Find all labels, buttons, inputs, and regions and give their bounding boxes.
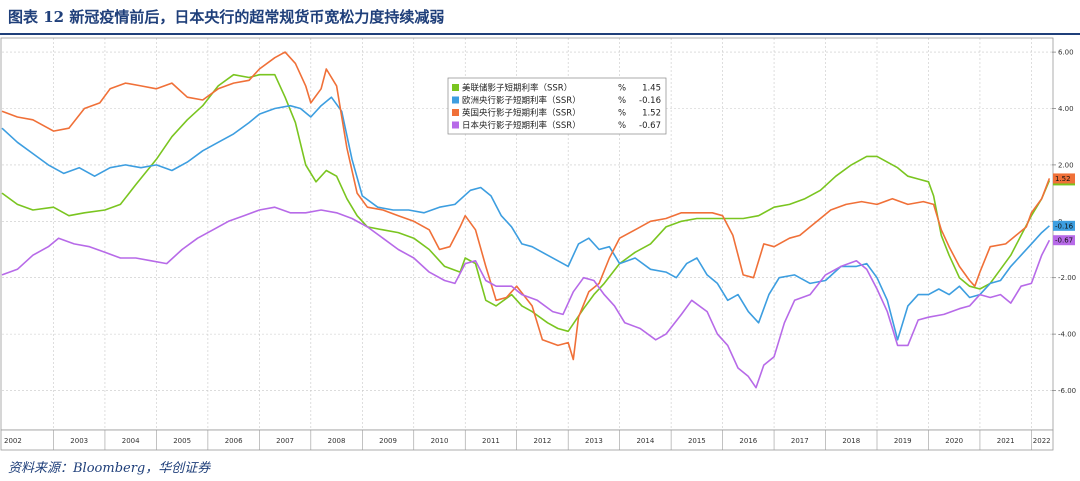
x-tick-label: 2014 <box>636 437 654 445</box>
y-tick-label: 2.00 <box>1058 161 1074 169</box>
x-tick-label: 2005 <box>173 437 191 445</box>
x-tick-label: 2018 <box>842 437 860 445</box>
end-labels: 1.45-0.161.52-0.67 <box>1053 173 1075 246</box>
x-tick-label: 2019 <box>894 437 912 445</box>
legend-value: 1.52 <box>642 109 661 119</box>
end-value-tag: 1.52 <box>1053 173 1075 184</box>
series-lines <box>1 51 1051 389</box>
x-tick-label: 2009 <box>379 437 397 445</box>
end-value-tag: -0.16 <box>1053 220 1075 231</box>
end-value-box <box>1053 220 1075 231</box>
x-tick-label: 2021 <box>997 437 1015 445</box>
x-tick-label: 2013 <box>585 437 603 445</box>
legend-unit: % <box>618 109 626 119</box>
x-tick-label: 2010 <box>431 437 449 445</box>
series-line <box>1 206 1051 389</box>
x-tick-label: 2011 <box>482 437 500 445</box>
legend-series-name: 日本央行影子短期利率（SSR） <box>462 120 581 131</box>
legend-box <box>447 77 667 135</box>
x-tick-label: 2006 <box>225 437 243 445</box>
x-tick-label: 2015 <box>688 437 706 445</box>
x-tick-label: 2003 <box>70 437 88 445</box>
legend-series-name: 美联储影子短期利率（SSR） <box>462 83 572 94</box>
x-axis: 2002 2003 2004 2005 2006 2007 2008 2009 2010 2011… <box>4 430 1051 450</box>
legend-entry: 日本央行影子短期利率（SSR）% -0.67 <box>452 120 661 131</box>
x-tick-label: 2016 <box>739 437 757 445</box>
legend-value: 1.45 <box>642 84 661 94</box>
legend-swatch <box>452 84 459 91</box>
end-value-label: -0.16 <box>1055 222 1074 230</box>
x-tick-label: 2020 <box>945 437 963 445</box>
legend-value: -0.16 <box>639 96 661 106</box>
gridlines <box>2 38 1052 430</box>
end-value-box <box>1053 173 1075 184</box>
ssr-line-chart: 2002 2003 2004 2005 2006 2007 2008 2009 2010 2011… <box>0 36 1080 452</box>
x-tick-label: 2004 <box>122 437 140 445</box>
legend-entry: 欧洲央行影子短期利率（SSR）% -0.16 <box>452 95 661 106</box>
series-line <box>1 73 1051 333</box>
series-line <box>1 51 1051 361</box>
legend-unit: % <box>618 84 626 94</box>
y-tick-label: 4.00 <box>1058 105 1074 113</box>
legend-swatch <box>452 109 459 116</box>
y-tick-label: 6.00 <box>1058 49 1074 57</box>
legend-entry: 美联储影子短期利率（SSR）% 1.45 <box>452 83 661 94</box>
x-axis-band <box>0 429 1054 451</box>
x-tick-label: 2008 <box>328 437 346 445</box>
legend-unit: % <box>618 121 626 131</box>
x-tick-label: 2007 <box>276 437 294 445</box>
series-line <box>1 96 1050 341</box>
x-tick-label: 2002 <box>4 437 22 445</box>
y-tick-label: -4.00 <box>1058 331 1076 339</box>
legend-swatch <box>452 121 459 129</box>
legend: 美联储影子短期利率（SSR）% 1.45 欧洲央行影子短期利率（SSR）% -0.16… <box>447 77 667 135</box>
end-value-tag: -0.67 <box>1053 235 1075 246</box>
legend-series-name: 英国央行影子短期利率（SSR） <box>462 108 581 119</box>
legend-value: -0.67 <box>639 121 661 131</box>
legend-swatch <box>452 96 459 104</box>
end-value-box <box>1053 235 1075 246</box>
y-tick-label: -6.00 <box>1058 387 1076 395</box>
end-value-label: 1.52 <box>1055 175 1071 183</box>
x-tick-label: 2022 <box>1033 437 1051 445</box>
legend-entry: 英国央行影子短期利率（SSR）% 1.52 <box>452 108 661 119</box>
y-tick-label: -2.00 <box>1058 274 1076 282</box>
legend-series-name: 欧洲央行影子短期利率（SSR） <box>462 95 581 106</box>
source-note: 资料来源：Bloomberg，华创证券 <box>8 461 211 476</box>
page-title: 图表 12 新冠疫情前后，日本央行的超常规货币宽松力度持续减弱 <box>8 8 445 26</box>
x-tick-label: 2017 <box>791 437 809 445</box>
x-tick-label: 2012 <box>534 437 552 445</box>
end-value-label: -0.67 <box>1055 237 1073 245</box>
legend-unit: % <box>618 96 626 106</box>
title-rule <box>0 33 1080 35</box>
